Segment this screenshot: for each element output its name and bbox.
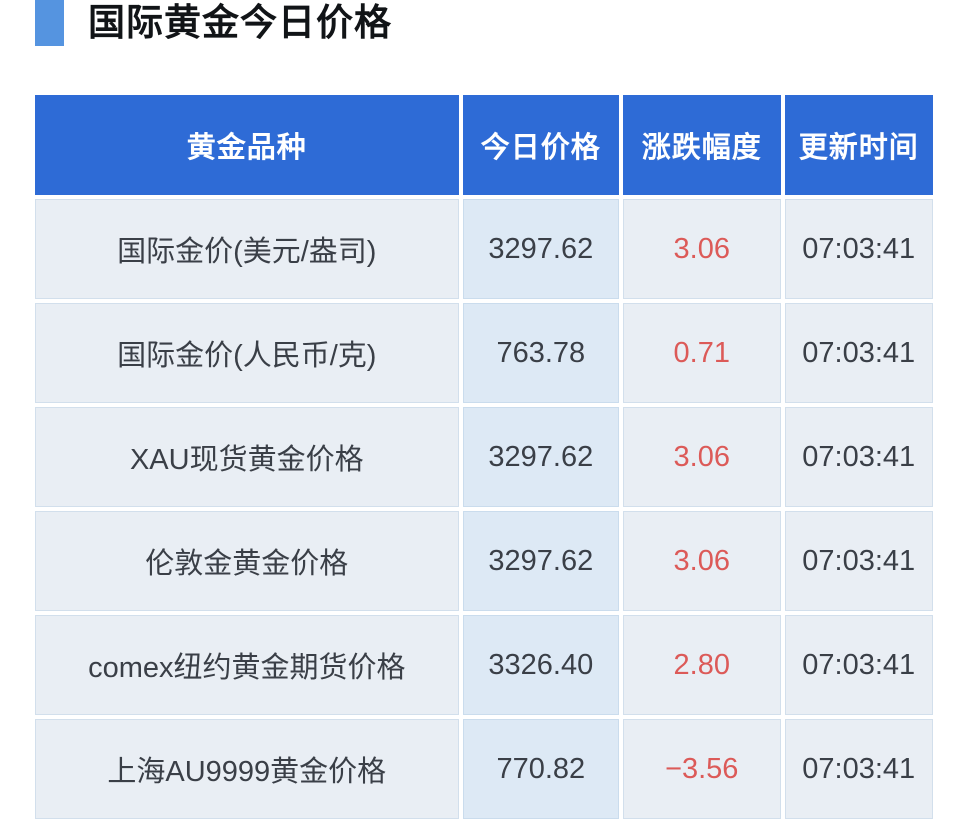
page-header: 国际黄金今日价格 (35, 0, 392, 46)
gold-price-table: 黄金品种 今日价格 涨跌幅度 更新时间 国际金价(美元/盎司) 3297.62 … (35, 95, 933, 819)
column-header-price: 今日价格 (462, 95, 620, 195)
table-cell-change: −3.56 (623, 719, 781, 819)
table-cell-change: 2.80 (623, 615, 781, 715)
table-cell-change: 3.06 (623, 407, 781, 507)
table-cell-price: 3297.62 (462, 511, 620, 611)
page-title: 国际黄金今日价格 (88, 2, 392, 43)
title-bullet-icon (35, 0, 64, 46)
table-cell-time: 07:03:41 (784, 615, 933, 715)
column-header-change: 涨跌幅度 (623, 95, 781, 195)
table-cell-variety: XAU现货黄金价格 (35, 407, 459, 507)
table-cell-price: 770.82 (462, 719, 620, 819)
column-header-time: 更新时间 (784, 95, 933, 195)
table-cell-time: 07:03:41 (784, 407, 933, 507)
table-cell-variety: 伦敦金黄金价格 (35, 511, 459, 611)
table-cell-variety: 国际金价(人民币/克) (35, 303, 459, 403)
table-cell-time: 07:03:41 (784, 303, 933, 403)
table-cell-price: 3326.40 (462, 615, 620, 715)
table-cell-variety: comex纽约黄金期货价格 (35, 615, 459, 715)
table-cell-time: 07:03:41 (784, 719, 933, 819)
column-header-variety: 黄金品种 (35, 95, 459, 195)
table-cell-price: 3297.62 (462, 407, 620, 507)
table-cell-time: 07:03:41 (784, 511, 933, 611)
table-cell-price: 3297.62 (462, 199, 620, 299)
table-cell-time: 07:03:41 (784, 199, 933, 299)
table-cell-change: 3.06 (623, 199, 781, 299)
table-cell-price: 763.78 (462, 303, 620, 403)
table-cell-change: 0.71 (623, 303, 781, 403)
table-cell-variety: 上海AU9999黄金价格 (35, 719, 459, 819)
table-cell-change: 3.06 (623, 511, 781, 611)
table-cell-variety: 国际金价(美元/盎司) (35, 199, 459, 299)
